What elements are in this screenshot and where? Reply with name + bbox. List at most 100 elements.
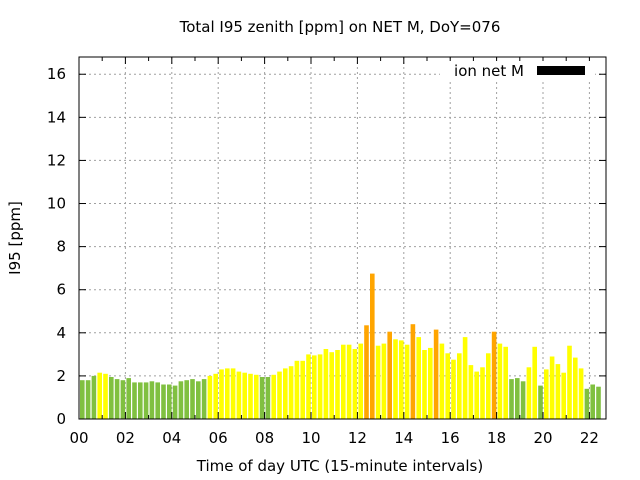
x-tick-label: 10 [301, 429, 320, 447]
bar [515, 378, 520, 419]
y-tick-label: 8 [56, 238, 66, 256]
bar [358, 343, 363, 419]
bar [544, 369, 549, 419]
grid [79, 57, 606, 419]
x-tick-label: 18 [487, 429, 506, 447]
x-tick-label: 06 [209, 429, 228, 447]
bar [312, 355, 317, 419]
bar [288, 366, 294, 419]
bar [201, 379, 207, 419]
bar [97, 372, 102, 419]
y-tick-label: 6 [56, 281, 66, 299]
bar [538, 385, 543, 419]
y-tick-label: 12 [47, 151, 66, 169]
x-tick-label: 20 [533, 429, 552, 447]
bar [584, 388, 590, 419]
x-tick-label: 00 [69, 429, 88, 447]
bars [80, 273, 601, 420]
bar [578, 368, 584, 419]
x-tick-label: 14 [394, 429, 413, 447]
bar [439, 343, 445, 419]
bar [190, 379, 195, 419]
ticks [78, 57, 606, 420]
bar [167, 384, 172, 419]
bar [387, 331, 392, 419]
bar [480, 367, 485, 419]
bar [149, 381, 155, 419]
bar [399, 340, 404, 419]
bar [561, 372, 566, 419]
bar [225, 368, 230, 419]
chart-title: Total I95 zenith [ppm] on NET M, DoY=076 [179, 18, 501, 36]
bar [462, 337, 468, 419]
bar [161, 384, 166, 419]
bar [213, 373, 218, 420]
bar [120, 380, 126, 419]
bar [143, 382, 149, 419]
x-tick-label: 12 [348, 429, 367, 447]
bar [532, 346, 537, 419]
bar [323, 349, 329, 419]
bar [468, 365, 474, 419]
bar [196, 381, 201, 419]
bar [445, 353, 450, 419]
bar [410, 324, 416, 419]
y-tick-label: 14 [47, 108, 66, 126]
bar [486, 353, 491, 419]
bar [335, 350, 340, 419]
bar [474, 371, 479, 419]
bar [364, 325, 369, 419]
bar [433, 329, 439, 419]
bar [416, 337, 421, 419]
bar [503, 346, 508, 419]
bar [178, 381, 184, 419]
bar [230, 368, 236, 419]
y-tick-label: 0 [56, 410, 66, 428]
bar [346, 344, 352, 419]
bar [451, 359, 456, 419]
bar [422, 350, 427, 419]
bar [172, 385, 178, 419]
bar [381, 343, 387, 419]
bar [283, 368, 288, 419]
bar [509, 379, 514, 419]
bar [236, 371, 242, 419]
bar [248, 373, 253, 420]
bar [184, 380, 189, 419]
bar [219, 369, 224, 419]
bar [294, 360, 300, 419]
bar [254, 374, 259, 419]
y-tick-labels: 0 2 4 6 8 10 12 14 16 [47, 65, 66, 428]
x-tick-label: 02 [116, 429, 135, 447]
bar [271, 374, 276, 419]
bar [132, 382, 137, 419]
bar [352, 349, 358, 419]
bar [207, 375, 213, 419]
bar [549, 356, 555, 419]
bar [91, 375, 97, 419]
x-tick-label: 04 [162, 429, 181, 447]
bar [300, 360, 305, 419]
bar [114, 379, 120, 419]
x-tick-labels: 00 02 04 06 08 10 12 14 16 18 20 22 [69, 429, 598, 447]
y-tick-label: 4 [56, 324, 66, 342]
bar [375, 345, 381, 419]
x-tick-label: 16 [441, 429, 460, 447]
bar [590, 384, 595, 419]
bar [265, 377, 271, 419]
bar [555, 364, 561, 419]
bar [103, 373, 108, 420]
bar [370, 273, 375, 419]
y-tick-label: 2 [56, 367, 66, 385]
bar [526, 367, 532, 419]
x-tick-label: 08 [255, 429, 274, 447]
bar [126, 378, 131, 419]
bar [573, 357, 578, 419]
bar [567, 345, 572, 419]
bar [138, 382, 143, 419]
y-axis-label: I95 [ppm] [6, 201, 24, 275]
bar [404, 344, 410, 419]
bar [457, 353, 462, 419]
bar [85, 380, 91, 419]
x-axis-label: Time of day UTC (15-minute intervals) [196, 457, 483, 475]
